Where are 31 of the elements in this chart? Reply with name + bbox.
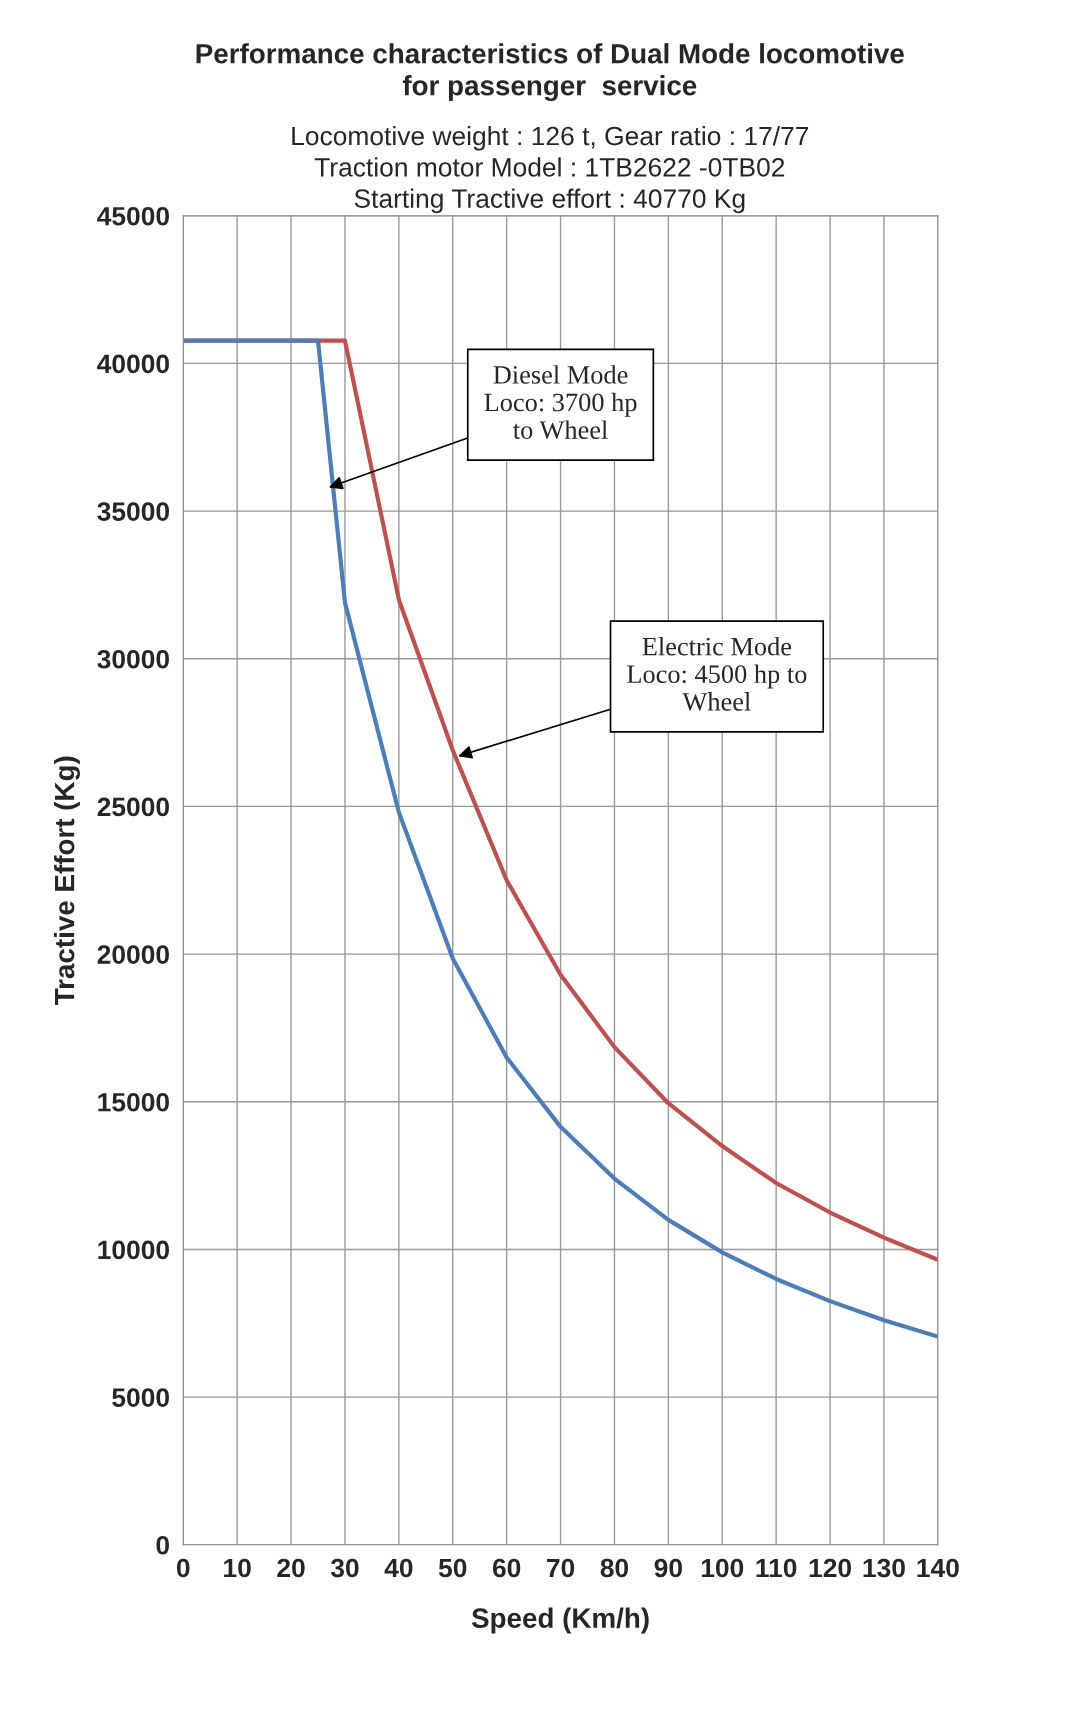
x-tick-label: 30: [330, 1558, 359, 1578]
y-tick-label: 5000: [112, 1388, 169, 1407]
x-tick-label: 130: [863, 1558, 905, 1578]
x-tick-label: 10: [224, 1558, 251, 1578]
x-tick-label: 0: [176, 1558, 190, 1578]
x-tick-label: 140: [917, 1558, 959, 1578]
y-tick-label: 0: [156, 1535, 169, 1555]
x-tick-label: 50: [438, 1558, 467, 1578]
x-tick-label: 80: [600, 1558, 629, 1578]
y-tick-label: 20000: [97, 945, 169, 964]
x-tick-label: 100: [701, 1558, 744, 1578]
x-tick-label: 20: [277, 1558, 305, 1578]
chart-title: Performance characteristics of Dual Mode locomotive for passenger service: [196, 43, 904, 102]
chart-subtitle: Locomotive weight : 126 t, Gear ratio : 17/77 Traction motor Model : 1TB2622 -0TB02 Starting Tractive effort : 40770 Kg: [292, 126, 809, 214]
x-axis-title: Speed (Km/h): [471, 1607, 649, 1634]
annotation: Diesel Mode Loco: 3700 hp to Wheel: [484, 365, 637, 440]
y-tick-label: 40000: [97, 354, 169, 374]
x-tick-label: 40: [384, 1558, 413, 1578]
y-tick-label: 35000: [97, 502, 169, 521]
y-tick-label: 15000: [98, 1092, 169, 1112]
x-tick-label: 90: [654, 1558, 682, 1578]
x-tick-label: 110: [756, 1558, 797, 1578]
annotation: Electric Mode Loco: 4500 hp to Wheel: [627, 636, 807, 711]
y-axis-title: Tractive Effort (Kg): [54, 756, 81, 1005]
y-tick-label: 10000: [98, 1240, 169, 1260]
x-tick-label: 70: [547, 1558, 575, 1578]
y-tick-label: 25000: [97, 797, 169, 817]
x-tick-label: 60: [492, 1558, 521, 1578]
x-tick-label: 120: [809, 1558, 851, 1578]
y-tick-label: 45000: [97, 206, 169, 226]
y-tick-label: 30000: [97, 649, 169, 669]
